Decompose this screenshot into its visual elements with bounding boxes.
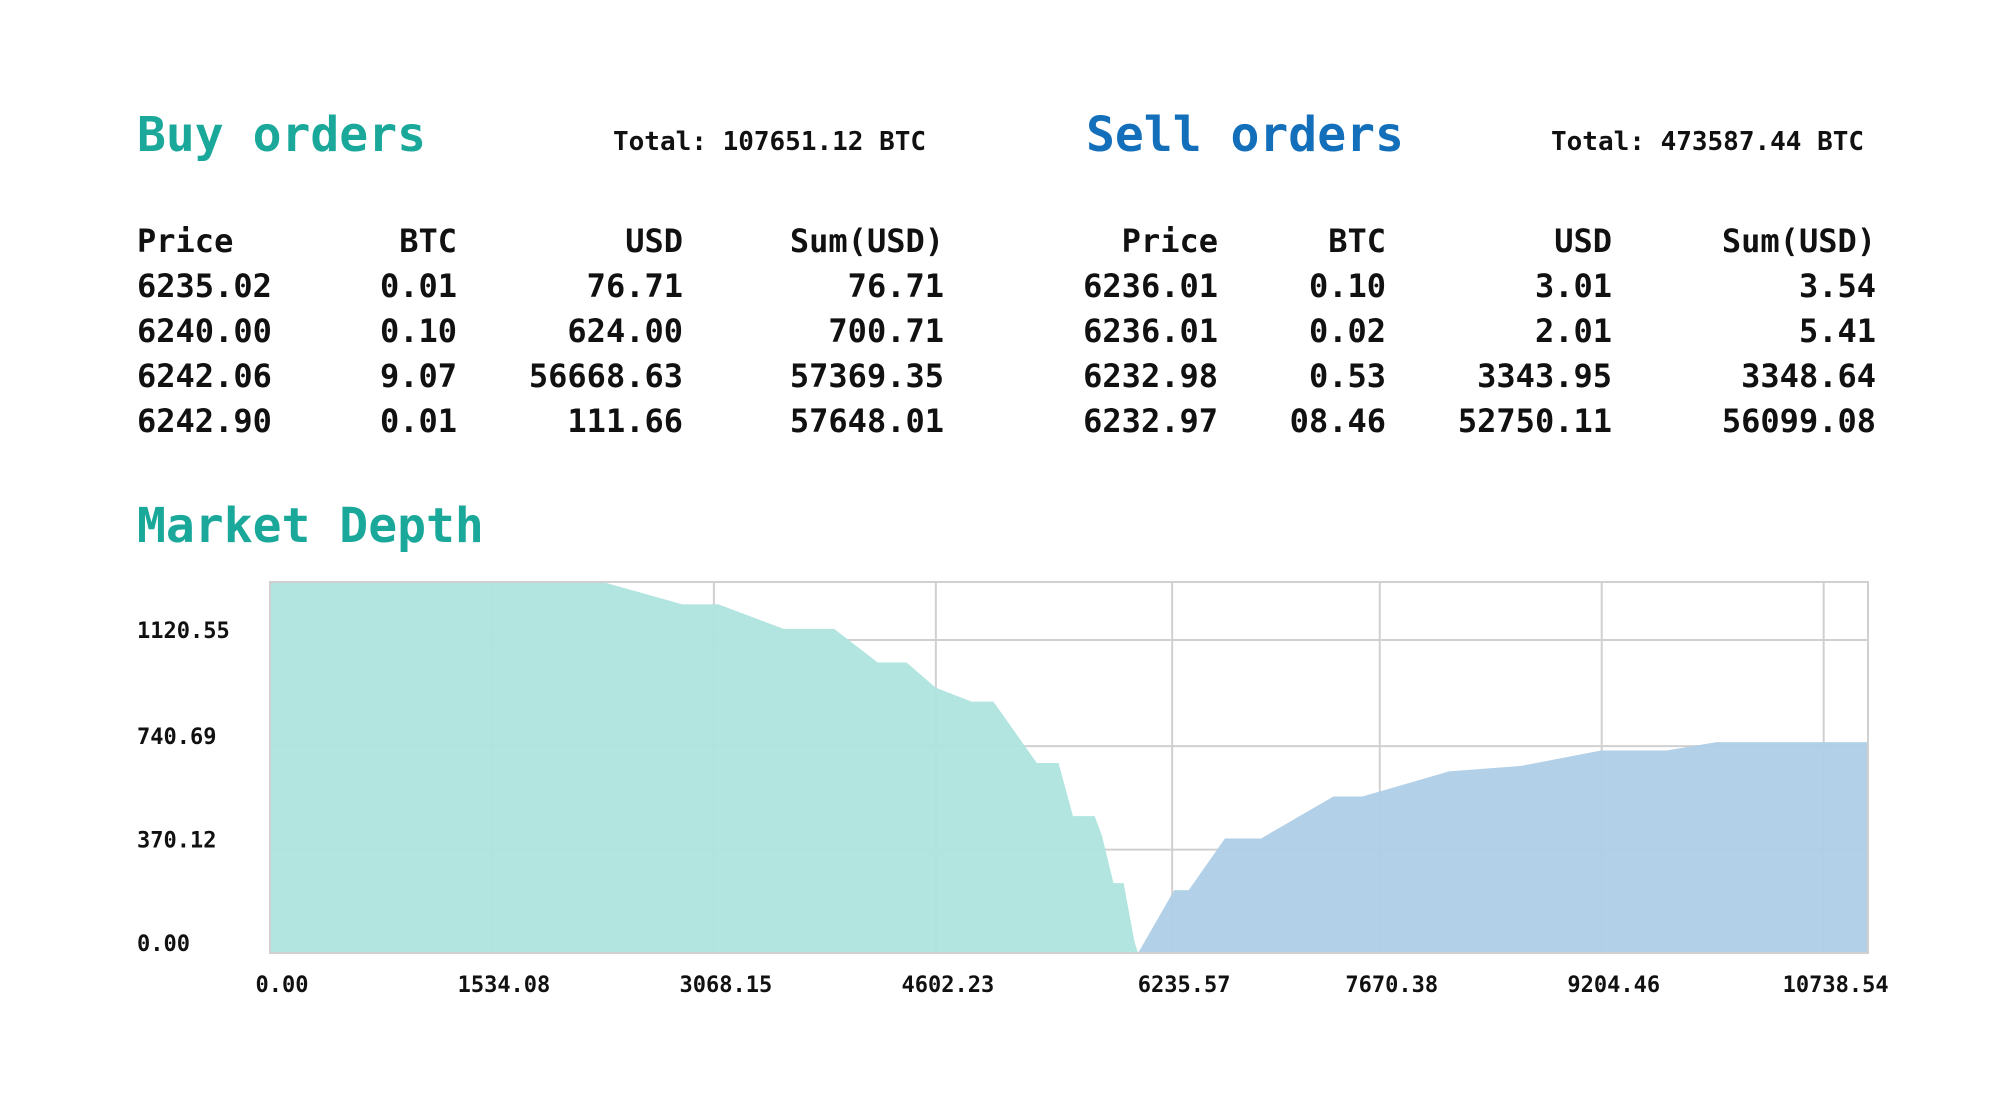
- btc-cell: 0.10: [379, 311, 457, 350]
- sell-orders-title: Sell orders: [1086, 107, 1404, 163]
- sum-usd-cell: 57648.01: [789, 401, 944, 440]
- sum-usd-cell: 5.41: [1798, 311, 1876, 350]
- x-tick-label: 3068.15: [680, 973, 773, 998]
- table-row: 6242.06 9.07 56668.63 57369.35: [137, 353, 944, 398]
- x-tick-label: 6235.57: [1138, 973, 1231, 998]
- sum-usd-cell: 3348.64: [1741, 356, 1876, 395]
- buy-total: Total: 107651.12 BTC: [613, 127, 927, 157]
- usd-cell: 52750.11: [1457, 401, 1612, 440]
- usd-cell: 76.71: [586, 266, 683, 305]
- price-cell: 6236.01: [1083, 266, 1218, 305]
- sum-usd-cell: 700.71: [828, 311, 944, 350]
- sum-usd-cell: 57369.35: [789, 356, 944, 395]
- usd-cell: 624.00: [567, 311, 683, 350]
- sell-orders-table: Price BTC USD Sum(USD) 6236.01 0.10 3.01…: [1080, 218, 1876, 443]
- price-cell: 6235.02: [137, 266, 272, 305]
- column-header-btc: BTC: [399, 221, 457, 260]
- usd-cell: 2.01: [1534, 311, 1612, 350]
- y-axis-ticks: 0.00 370.12 740.69 1120.55: [137, 619, 230, 957]
- usd-cell: 111.66: [567, 401, 683, 440]
- btc-cell: 0.10: [1308, 266, 1386, 305]
- y-tick-label: 370.12: [137, 829, 216, 854]
- price-cell: 6236.01: [1083, 311, 1218, 350]
- table-row: 6236.01 0.10 3.01 3.54: [1080, 263, 1876, 308]
- x-tick-label: 10738.54: [1783, 973, 1889, 998]
- buy-depth-area: [270, 582, 1139, 953]
- sum-usd-cell: 76.71: [847, 266, 944, 305]
- sum-usd-cell: 3.54: [1798, 266, 1876, 305]
- price-cell: 6240.00: [137, 311, 272, 350]
- table-row: 6232.98 0.53 3343.95 3348.64: [1080, 353, 1876, 398]
- usd-cell: 56668.63: [528, 356, 683, 395]
- column-header-price: Price: [137, 221, 234, 260]
- buy-orders-title: Buy orders: [137, 107, 426, 163]
- table-header-row: Price BTC USD Sum(USD): [1080, 218, 1876, 263]
- usd-cell: 3.01: [1534, 266, 1612, 305]
- x-tick-label: 1534.08: [458, 973, 551, 998]
- price-cell: 6232.97: [1083, 401, 1218, 440]
- x-tick-label: 4602.23: [901, 973, 994, 998]
- x-tick-label: 9204.46: [1567, 973, 1660, 998]
- y-tick-label: 740.69: [137, 725, 216, 750]
- price-cell: 6232.98: [1083, 356, 1218, 395]
- btc-cell: 0.01: [379, 401, 457, 440]
- sell-total: Total: 473587.44 BTC: [1551, 127, 1865, 157]
- x-tick-label: 7670.38: [1345, 973, 1438, 998]
- table-row: 6236.01 0.02 2.01 5.41: [1080, 308, 1876, 353]
- y-tick-label: 0.00: [137, 932, 190, 957]
- y-tick-label: 1120.55: [137, 619, 230, 644]
- column-header-usd: USD: [625, 221, 683, 260]
- sell-depth-area: [1138, 742, 1868, 953]
- table-row: 6232.97 08.46 52750.11 56099.08: [1080, 398, 1876, 443]
- column-header-price: Price: [1121, 221, 1218, 260]
- usd-cell: 3343.95: [1477, 356, 1612, 395]
- column-header-btc: BTC: [1328, 221, 1386, 260]
- price-cell: 6242.90: [137, 401, 272, 440]
- column-header-sum-usd: Sum(USD): [789, 221, 944, 260]
- table-header-row: Price BTC USD Sum(USD): [137, 218, 944, 263]
- table-row: 6242.90 0.01 111.66 57648.01: [137, 398, 944, 443]
- market-depth-title: Market Depth: [137, 498, 484, 554]
- btc-cell: 0.01: [379, 266, 457, 305]
- table-row: 6240.00 0.10 624.00 700.71: [137, 308, 944, 353]
- chart-areas: [270, 582, 1868, 953]
- btc-cell: 0.53: [1308, 356, 1386, 395]
- btc-cell: 0.02: [1308, 311, 1386, 350]
- column-header-sum-usd: Sum(USD): [1721, 221, 1876, 260]
- table-row: 6235.02 0.01 76.71 76.71: [137, 263, 944, 308]
- btc-cell: 08.46: [1289, 401, 1386, 440]
- buy-orders-table: Price BTC USD Sum(USD) 6235.02 0.01 76.7…: [137, 218, 944, 443]
- column-header-usd: USD: [1554, 221, 1612, 260]
- sum-usd-cell: 56099.08: [1721, 401, 1876, 440]
- x-tick-label: 0.00: [256, 973, 309, 998]
- btc-cell: 9.07: [379, 356, 457, 395]
- x-axis-ticks: 0.00 1534.08 3068.15 4602.23 6235.57 7670.38 9…: [256, 973, 1889, 998]
- plot-frame: [269, 581, 1869, 954]
- price-cell: 6242.06: [137, 356, 272, 395]
